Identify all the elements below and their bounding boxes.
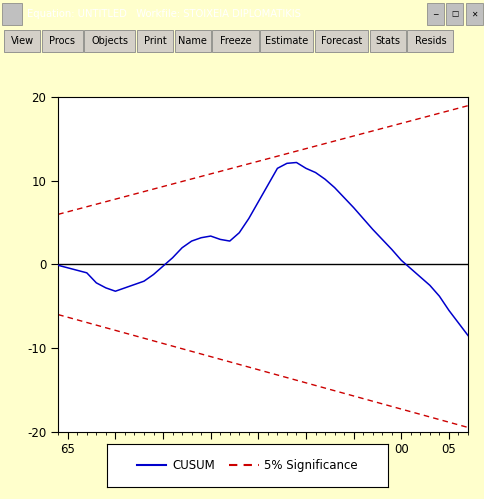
FancyBboxPatch shape [314, 29, 367, 52]
Text: View: View [11, 35, 33, 46]
Text: Procs: Procs [49, 35, 75, 46]
FancyBboxPatch shape [136, 29, 173, 52]
Text: Forecast: Forecast [320, 35, 362, 46]
Legend: CUSUM, 5% Significance: CUSUM, 5% Significance [132, 454, 362, 477]
FancyBboxPatch shape [212, 29, 258, 52]
Text: Name: Name [178, 35, 207, 46]
Bar [465, 3, 482, 25]
Text: Print: Print [143, 35, 166, 46]
FancyBboxPatch shape [84, 29, 135, 52]
FancyBboxPatch shape [174, 29, 211, 52]
Text: Estimate: Estimate [264, 35, 308, 46]
FancyBboxPatch shape [407, 29, 453, 52]
Text: ─: ─ [432, 9, 437, 18]
Text: Stats: Stats [375, 35, 399, 46]
Text: ✕: ✕ [469, 9, 476, 18]
Text: Freeze: Freeze [219, 35, 251, 46]
Text: Objects: Objects [91, 35, 128, 46]
FancyBboxPatch shape [4, 29, 40, 52]
Bar [445, 3, 462, 25]
FancyBboxPatch shape [369, 29, 405, 52]
Bar [2, 3, 22, 25]
FancyBboxPatch shape [259, 29, 313, 52]
FancyBboxPatch shape [42, 29, 83, 52]
Text: Equation: UNTITLED   Workfile: STOIXEIA DIPLOMATIKIS: Equation: UNTITLED Workfile: STOIXEIA DI… [27, 8, 300, 19]
Text: □: □ [450, 9, 457, 18]
Text: Resids: Resids [414, 35, 445, 46]
Bar [426, 3, 443, 25]
